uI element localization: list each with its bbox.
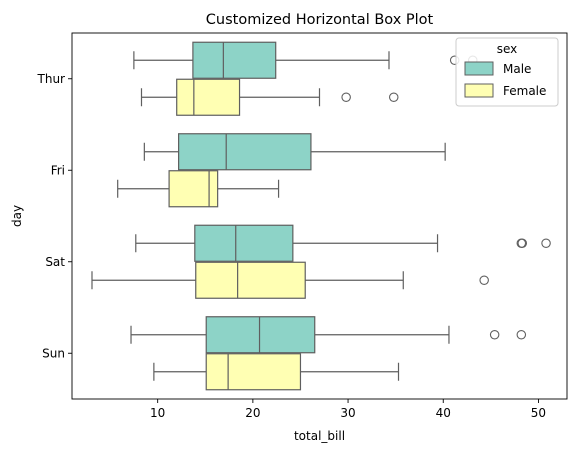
x-axis-label: total_bill [294, 429, 345, 443]
x-tick-label: 20 [245, 406, 260, 420]
legend: sex Male Female [455, 37, 559, 107]
box-female-sat [91, 261, 489, 299]
legend-title: sex [497, 42, 518, 56]
outlier-point [388, 92, 399, 103]
y-tick-label: Fri [51, 163, 65, 177]
y-tick-label: Sun [42, 346, 65, 360]
y-tick-label: Sat [45, 255, 65, 269]
iqr-box [205, 353, 302, 391]
y-tick-label: Thur [37, 72, 66, 86]
box-male-thur [133, 41, 478, 79]
x-tick-label: 40 [436, 406, 451, 420]
chart-title: Customized Horizontal Box Plot [206, 12, 434, 28]
iqr-box [194, 224, 294, 262]
outlier-point [517, 238, 528, 249]
x-tick-label: 30 [340, 406, 355, 420]
legend-swatch-male [464, 61, 494, 76]
plot-area-frame [71, 32, 568, 400]
iqr-box [192, 41, 277, 79]
x-tick-label: 10 [150, 406, 165, 420]
x-tick-label: 50 [531, 406, 546, 420]
iqr-box [205, 316, 316, 354]
y-axis-label: day [10, 205, 24, 227]
legend-label-female: Female [503, 84, 546, 98]
box-female-sun [153, 353, 400, 391]
box-male-fri [143, 133, 446, 171]
iqr-box [178, 133, 312, 171]
legend-swatch-female [464, 83, 494, 98]
outlier-point [489, 329, 500, 340]
box-male-sun [130, 316, 527, 354]
outlier-point [479, 275, 489, 285]
box-female-thur [140, 78, 399, 116]
outlier-point [541, 238, 551, 249]
iqr-box [176, 78, 241, 116]
legend-label-male: Male [503, 62, 531, 76]
outlier-point [516, 329, 527, 340]
iqr-box [168, 170, 219, 208]
iqr-box [195, 261, 306, 299]
box-male-sat [135, 224, 551, 262]
box-female-fri [117, 170, 280, 208]
outlier-point [341, 92, 351, 103]
